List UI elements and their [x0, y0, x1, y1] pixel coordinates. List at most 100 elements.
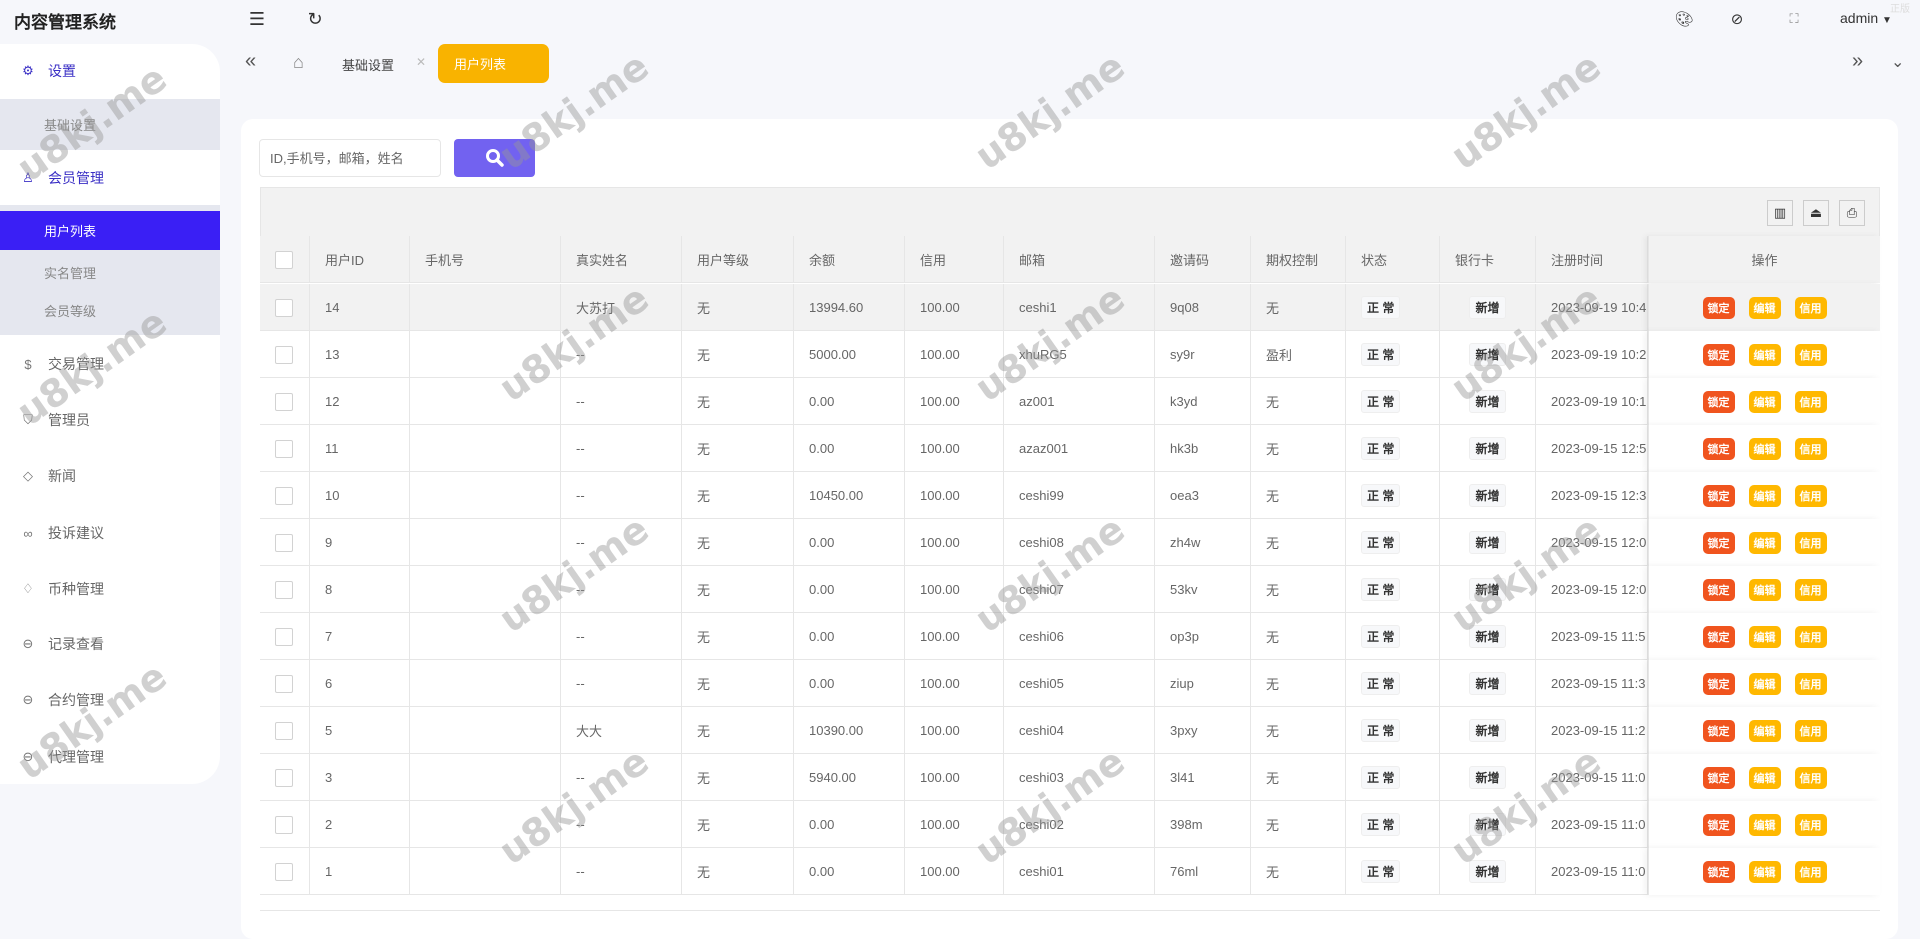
- credit-button[interactable]: 信用: [1794, 484, 1827, 507]
- edit-button[interactable]: 编辑: [1748, 296, 1781, 319]
- sidebar-subitem[interactable]: 实名管理: [44, 265, 97, 281]
- lock-button[interactable]: 锁定: [1702, 531, 1735, 554]
- sidebar-subitem[interactable]: 会员等级: [44, 303, 97, 319]
- sidebar-item-5[interactable]: ∞ 投诉建议: [0, 508, 220, 558]
- edit-button[interactable]: 编辑: [1748, 766, 1781, 789]
- credit-button[interactable]: 信用: [1794, 719, 1827, 742]
- refresh-icon[interactable]: ↻: [307, 8, 323, 29]
- row-checkbox[interactable]: [275, 768, 293, 787]
- lock-button[interactable]: 锁定: [1702, 766, 1735, 789]
- lock-button[interactable]: 锁定: [1702, 578, 1735, 601]
- row-checkbox[interactable]: [275, 580, 293, 599]
- chevron-down-icon[interactable]: ⌄: [1891, 54, 1905, 71]
- edit-button[interactable]: 编辑: [1748, 625, 1781, 648]
- print-icon[interactable]: ⎙: [1839, 200, 1865, 226]
- bank-card-add-button[interactable]: 新增: [1469, 578, 1506, 601]
- bank-card-add-button[interactable]: 新增: [1469, 860, 1506, 883]
- user-id-cell: 12: [310, 378, 410, 425]
- sidebar-item-2[interactable]: $ 交易管理: [0, 339, 220, 389]
- user-menu[interactable]: admin ▼: [1840, 10, 1892, 26]
- row-checkbox[interactable]: [275, 298, 293, 317]
- edit-button[interactable]: 编辑: [1748, 531, 1781, 554]
- edit-button[interactable]: 编辑: [1748, 578, 1781, 601]
- edit-button[interactable]: 编辑: [1748, 437, 1781, 460]
- bank-card-add-button[interactable]: 新增: [1469, 719, 1506, 742]
- bank-card-add-button[interactable]: 新增: [1469, 531, 1506, 554]
- lock-button[interactable]: 锁定: [1702, 860, 1735, 883]
- credit-button[interactable]: 信用: [1794, 860, 1827, 883]
- sidebar-item-3[interactable]: ⛉ 管理员: [0, 395, 220, 445]
- lock-button[interactable]: 锁定: [1702, 484, 1735, 507]
- sidebar-item-9[interactable]: ⊖ 代理管理: [0, 732, 220, 782]
- sidebar-item-4[interactable]: ◇ 新闻: [0, 451, 220, 501]
- lock-button[interactable]: 锁定: [1702, 390, 1735, 413]
- credit-button[interactable]: 信用: [1794, 296, 1827, 319]
- row-checkbox[interactable]: [275, 627, 293, 646]
- credit-button[interactable]: 信用: [1794, 672, 1827, 695]
- lock-button[interactable]: 锁定: [1702, 625, 1735, 648]
- bank-card-add-button[interactable]: 新增: [1469, 437, 1506, 460]
- credit-button[interactable]: 信用: [1794, 437, 1827, 460]
- palette-icon[interactable]: 🎨︎: [1674, 11, 1694, 28]
- bank-card-add-button[interactable]: 新增: [1469, 813, 1506, 836]
- row-checkbox[interactable]: [275, 533, 293, 552]
- row-checkbox[interactable]: [275, 345, 293, 364]
- row-checkbox[interactable]: [275, 486, 293, 505]
- home-icon[interactable]: ⌂: [293, 52, 304, 72]
- edit-button[interactable]: 编辑: [1748, 719, 1781, 742]
- tab-basic-settings[interactable]: 基础设置: [342, 58, 395, 73]
- scroll-tabs-left-icon[interactable]: «: [245, 50, 257, 72]
- credit-button[interactable]: 信用: [1794, 625, 1827, 648]
- sidebar-item-6[interactable]: ♢ 币种管理: [0, 564, 220, 614]
- row-checkbox[interactable]: [275, 862, 293, 881]
- sidebar-subitem[interactable]: 用户列表: [0, 211, 220, 250]
- bank-card-add-button[interactable]: 新增: [1469, 672, 1506, 695]
- register-time-cell: 2023-09-15 11:0: [1536, 754, 1648, 801]
- edit-button[interactable]: 编辑: [1748, 484, 1781, 507]
- close-icon[interactable]: ✕: [416, 55, 427, 69]
- bank-card-add-button[interactable]: 新增: [1469, 766, 1506, 789]
- sidebar-subitem[interactable]: 基础设置: [44, 118, 97, 133]
- scroll-tabs-right-icon[interactable]: »: [1852, 50, 1864, 72]
- credit-button[interactable]: 信用: [1794, 578, 1827, 601]
- lock-button[interactable]: 锁定: [1702, 813, 1735, 836]
- export-icon[interactable]: ⏏: [1803, 200, 1829, 226]
- lock-button[interactable]: 锁定: [1702, 343, 1735, 366]
- edit-button[interactable]: 编辑: [1748, 672, 1781, 695]
- search-input[interactable]: [259, 139, 441, 177]
- row-checkbox[interactable]: [275, 392, 293, 411]
- row-checkbox[interactable]: [275, 439, 293, 458]
- credit-button[interactable]: 信用: [1794, 343, 1827, 366]
- row-checkbox[interactable]: [275, 674, 293, 693]
- edit-button[interactable]: 编辑: [1748, 343, 1781, 366]
- bank-card-add-button[interactable]: 新增: [1469, 484, 1506, 507]
- select-all-checkbox[interactable]: [275, 250, 293, 269]
- credit-button[interactable]: 信用: [1794, 390, 1827, 413]
- tab-user-list[interactable]: 用户列表: [438, 44, 549, 83]
- fullscreen-icon[interactable]: ⛶: [1789, 11, 1799, 26]
- menu-fold-icon[interactable]: ☰: [248, 8, 266, 29]
- bank-card-add-button[interactable]: 新增: [1469, 296, 1506, 319]
- lock-button[interactable]: 锁定: [1702, 672, 1735, 695]
- row-checkbox[interactable]: [275, 815, 293, 834]
- credit-button[interactable]: 信用: [1794, 813, 1827, 836]
- lock-button[interactable]: 锁定: [1702, 437, 1735, 460]
- edit-button[interactable]: 编辑: [1748, 813, 1781, 836]
- bank-card-add-button[interactable]: 新增: [1469, 625, 1506, 648]
- sidebar-item-1[interactable]: ♙ 会员管理: [0, 153, 220, 203]
- credit-button[interactable]: 信用: [1794, 766, 1827, 789]
- lock-button[interactable]: 锁定: [1702, 719, 1735, 742]
- tag-icon[interactable]: ⊘: [1730, 11, 1744, 28]
- search-button[interactable]: [454, 139, 535, 177]
- bank-card-add-button[interactable]: 新增: [1469, 390, 1506, 413]
- bank-card-add-button[interactable]: 新增: [1469, 343, 1506, 366]
- columns-icon[interactable]: ▥: [1767, 200, 1793, 226]
- lock-button[interactable]: 锁定: [1702, 296, 1735, 319]
- sidebar-item-7[interactable]: ⊖ 记录查看: [0, 619, 220, 669]
- edit-button[interactable]: 编辑: [1748, 860, 1781, 883]
- sidebar-item-8[interactable]: ⊖ 合约管理: [0, 675, 220, 725]
- credit-button[interactable]: 信用: [1794, 531, 1827, 554]
- sidebar-item-0[interactable]: ⚙ 设置: [0, 46, 220, 96]
- row-checkbox[interactable]: [275, 721, 293, 740]
- edit-button[interactable]: 编辑: [1748, 390, 1781, 413]
